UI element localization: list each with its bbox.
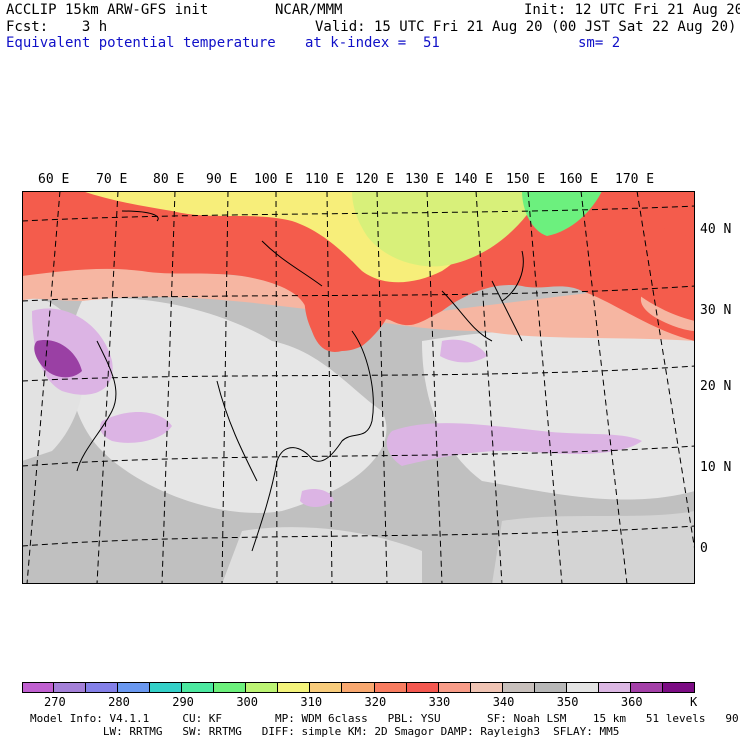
lon-label: 110 E <box>305 172 345 187</box>
colorbar-swatch <box>278 682 311 693</box>
colorbar-unit: K <box>690 695 698 709</box>
colorbar-swatch <box>118 682 151 693</box>
organization-label: NCAR/MMM <box>275 2 343 18</box>
colorbar-swatch <box>54 682 87 693</box>
colorbar-swatch <box>662 682 695 693</box>
lat-label: 10 N <box>700 460 732 475</box>
lavender-region <box>300 489 334 507</box>
lon-label: 140 E <box>454 172 494 187</box>
map-frame <box>22 191 695 584</box>
colorbar-swatch <box>566 682 599 693</box>
colorbar-tick-label: 290 <box>172 695 194 709</box>
light-region <box>492 511 695 584</box>
lat-label: 30 N <box>700 303 732 318</box>
colorbar-tick-label: 320 <box>364 695 387 709</box>
colorbar-swatch <box>150 682 183 693</box>
colorbar-tick-label: 340 <box>492 695 515 709</box>
colorbar-swatch <box>246 682 279 693</box>
purple-region <box>34 340 82 378</box>
colorbar-swatch <box>470 682 503 693</box>
coastlines <box>76 210 524 552</box>
lat-label: 40 N <box>700 222 732 237</box>
level-label: at k-index = 51 <box>305 35 440 51</box>
lon-label: 170 E <box>615 172 655 187</box>
lon-label: 80 E <box>153 172 185 187</box>
colorbar-tick-label: 300 <box>236 695 259 709</box>
colorbar-swatch <box>214 682 247 693</box>
colorbar-tick-label: 330 <box>428 695 451 709</box>
light-region <box>222 527 422 584</box>
colorbar-swatch <box>182 682 215 693</box>
valid-time: Valid: 15 UTC Fri 21 Aug 20 (00 JST Sat … <box>315 19 737 35</box>
field-name: Equivalent potential temperature <box>6 35 276 51</box>
colorbar-swatch <box>534 682 567 693</box>
colorbar-tick-label: 280 <box>108 695 130 709</box>
lon-label: 90 E <box>206 172 238 187</box>
model-info-line: Model Info: V4.1.1 CU: KF MP: WDM 6class… <box>30 712 740 725</box>
colorbar-tick-label: 270 <box>44 695 66 709</box>
lon-label: 150 E <box>506 172 546 187</box>
colorbar-swatch <box>374 682 407 693</box>
colorbar-swatch <box>630 682 663 693</box>
lon-label: 70 E <box>96 172 128 187</box>
orange-red-region <box>304 266 395 351</box>
colorbar-tick-label: 310 <box>300 695 323 709</box>
lon-label: 60 E <box>38 172 70 187</box>
colorbar-tick-label: 350 <box>556 695 579 709</box>
lavender-region <box>440 339 487 363</box>
model-title: ACCLIP 15km ARW-GFS init <box>6 2 209 18</box>
lime-region <box>352 191 542 267</box>
colorbar-swatch <box>438 682 471 693</box>
colorbar-swatch <box>310 682 343 693</box>
lon-label: 130 E <box>405 172 445 187</box>
colorbar-swatch <box>406 682 439 693</box>
colorbar-swatch <box>22 682 55 693</box>
colorbar-swatch <box>502 682 535 693</box>
lon-label: 100 E <box>254 172 294 187</box>
colorbar-swatch <box>598 682 631 693</box>
physics-info-line: LW: RRTMG SW: RRTMG DIFF: simple KM: 2D … <box>30 725 620 738</box>
lat-label: 0 <box>700 541 708 556</box>
orange-red-region <box>614 226 695 321</box>
colorbar-tick-label: 360 <box>620 695 643 709</box>
colorbar-swatch <box>86 682 119 693</box>
lavender-region <box>100 411 172 443</box>
colorbar <box>22 682 695 693</box>
smoothing-label: sm= 2 <box>578 35 621 51</box>
map-canvas <box>22 191 695 584</box>
forecast-hour: Fcst: 3 h <box>6 19 108 35</box>
lon-label: 160 E <box>559 172 599 187</box>
graticule <box>22 191 695 584</box>
lon-label: 120 E <box>355 172 395 187</box>
lat-label: 20 N <box>700 379 732 394</box>
light-region <box>68 298 387 513</box>
init-time: Init: 12 UTC Fri 21 Aug 20 <box>524 2 740 18</box>
theta-e-map <box>22 191 695 584</box>
colorbar-swatch <box>342 682 375 693</box>
light-region <box>422 329 695 500</box>
lavender-region <box>386 423 642 466</box>
